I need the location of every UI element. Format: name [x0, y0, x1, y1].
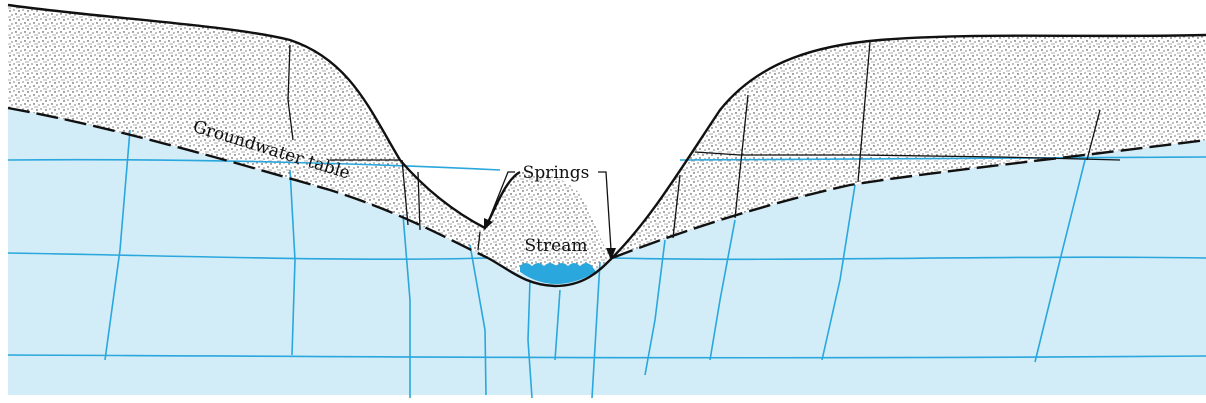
- aquifer-fractures: [7, 129, 1206, 399]
- springs-arrow-left: [484, 218, 493, 230]
- groundwater-zone: [8, 108, 1206, 395]
- stream-label: Stream: [525, 236, 588, 256]
- springs-label: Springs: [523, 163, 590, 183]
- springs-leader-right: [598, 171, 612, 251]
- stream-channel: [487, 256, 613, 288]
- springs-leader-left: [487, 171, 515, 223]
- springs-arrow-right: [606, 248, 616, 260]
- stream-water: [520, 263, 596, 284]
- sand-fractures: [287, 41, 1121, 251]
- groundwater-table-line: [7, 106, 1206, 260]
- sand-zone: [8, 5, 1206, 279]
